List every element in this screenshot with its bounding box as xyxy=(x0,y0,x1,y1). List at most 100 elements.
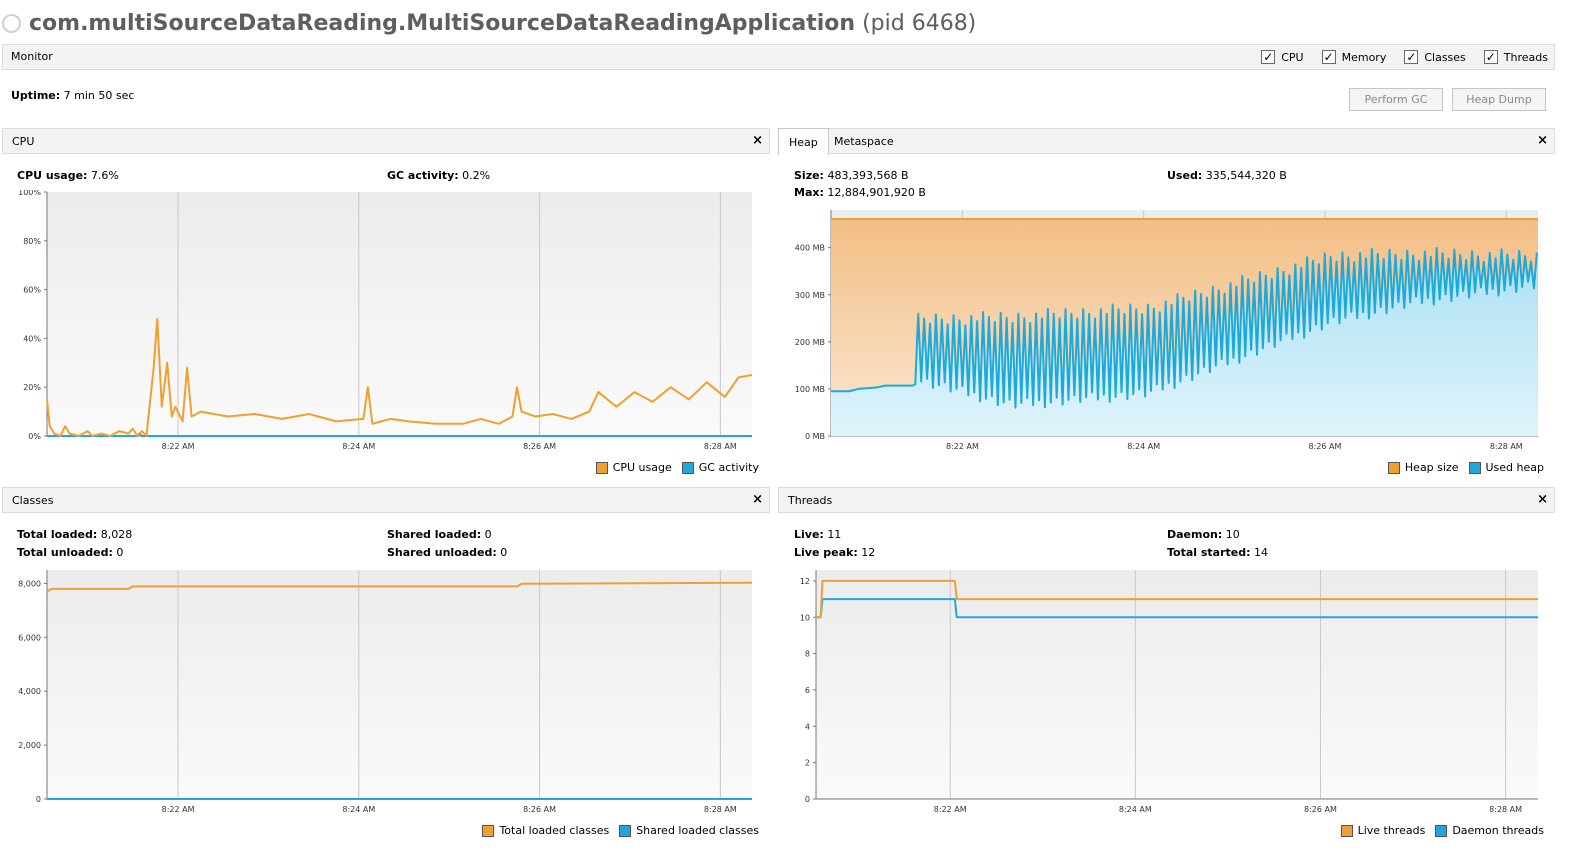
uptime-value: 7 min 50 sec xyxy=(63,89,135,102)
memory-panel-header: × xyxy=(778,128,1555,154)
classes-close-icon[interactable]: × xyxy=(752,492,763,507)
threads-chart: 8:22 AM 8:24 AM 8:26 AM 8:28 AM 0 2 4 6 8 10 12 xyxy=(800,570,1538,814)
toggle-cpu[interactable]: ✓ CPU xyxy=(1261,50,1304,64)
x-tick-label: 8:24 AM xyxy=(1127,442,1160,451)
legend-swatch xyxy=(681,461,694,474)
legend-swatch xyxy=(1340,824,1353,837)
uptime: Uptime: 7 min 50 sec xyxy=(11,89,134,102)
y-tick-label: 0 xyxy=(36,795,41,804)
x-tick-label: 8:28 AM xyxy=(704,805,737,814)
y-tick-label: 6,000 xyxy=(18,633,41,642)
tab-metaspace[interactable]: Metaspace xyxy=(834,134,894,148)
cpu-legend: CPU usage GC activity xyxy=(586,461,759,474)
toggle-threads[interactable]: ✓ Threads xyxy=(1483,50,1548,64)
cpu-chart: 8:22 AM 8:24 AM 8:26 AM 8:28 AM 0% 20% 40% 60% 8… xyxy=(18,190,753,451)
y-tick-label: 400 MB xyxy=(795,244,825,253)
total-loaded-stat: Total loaded: 8,028 xyxy=(17,528,133,541)
legend-swatch xyxy=(482,824,495,837)
classes-chart: 8:22 AM 8:24 AM 8:26 AM 8:28 AM 0 2,000 4,000 6… xyxy=(18,570,753,814)
memory-close-icon[interactable]: × xyxy=(1537,133,1548,148)
x-tick-label: 8:22 AM xyxy=(162,805,195,814)
x-tick-label: 8:26 AM xyxy=(523,442,556,451)
process-name: com.multiSourceDataReading.MultiSourceDa… xyxy=(29,10,856,36)
legend-live-threads: Live threads xyxy=(1340,824,1425,837)
toggle-threads-label: Threads xyxy=(1503,50,1548,64)
toggle-memory[interactable]: ✓ Memory xyxy=(1321,50,1387,64)
tab-heap[interactable]: Heap xyxy=(778,128,829,155)
total-unloaded-stat: Total unloaded: 0 xyxy=(17,546,124,559)
legend-swatch xyxy=(595,461,608,474)
checkbox-threads[interactable]: ✓ xyxy=(1483,50,1498,64)
legend-total-loaded: Total loaded classes xyxy=(482,824,609,837)
legend-swatch xyxy=(1387,461,1400,474)
total-started-stat: Total started: 14 xyxy=(1167,546,1269,559)
classes-panel: Classes × Total loaded: 8,028 Total unlo… xyxy=(2,487,770,847)
checkbox-classes[interactable]: ✓ xyxy=(1404,50,1419,64)
title-bar: com.multiSourceDataReading.MultiSourceDa… xyxy=(0,8,976,38)
y-tick-label: 40% xyxy=(23,334,41,343)
y-tick-label: 20% xyxy=(23,383,41,392)
threads-close-icon[interactable]: × xyxy=(1537,492,1548,507)
y-tick-label: 12 xyxy=(800,577,810,586)
x-tick-label: 8:24 AM xyxy=(342,442,375,451)
series-line-total-loaded-classes xyxy=(46,581,753,593)
y-tick-label: 8 xyxy=(805,650,810,659)
toggle-cpu-label: CPU xyxy=(1281,50,1304,64)
live-peak-stat: Live peak: 12 xyxy=(794,546,876,559)
heap-legend: Heap size Used heap xyxy=(1378,461,1544,474)
used-heap-line xyxy=(831,246,1538,409)
heap-used-stat: Used: 335,544,320 B xyxy=(1167,169,1287,182)
x-tick-label: 8:26 AM xyxy=(1309,442,1342,451)
legend-daemon-threads: Daemon threads xyxy=(1435,824,1544,837)
y-tick-label: 2 xyxy=(805,759,810,768)
x-tick-label: 8:22 AM xyxy=(946,442,979,451)
monitor-label: Monitor xyxy=(11,50,53,63)
y-tick-label: 0% xyxy=(28,432,41,441)
classes-panel-title: Classes xyxy=(12,494,54,507)
shared-loaded-stat: Shared loaded: 0 xyxy=(387,528,492,541)
daemon-threads-stat: Daemon: 10 xyxy=(1167,528,1240,541)
process-status-icon xyxy=(2,13,21,33)
toggle-classes-label: Classes xyxy=(1424,50,1466,64)
x-tick-label: 8:28 AM xyxy=(704,442,737,451)
shared-unloaded-stat: Shared unloaded: 0 xyxy=(387,546,508,559)
perform-gc-button[interactable]: Perform GC xyxy=(1349,88,1443,111)
monitor-toggles: ✓ CPU ✓ Memory ✓ Classes ✓ Threads xyxy=(1243,50,1548,64)
memory-panel: × Heap Metaspace Size: 483,393,568 B Max… xyxy=(778,128,1555,483)
x-tick-label: 8:26 AM xyxy=(523,805,556,814)
threads-panel: Threads × Live: 11 Live peak: 12 Daemon:… xyxy=(778,487,1555,847)
threads-legend: Live threads Daemon threads xyxy=(1331,824,1544,837)
legend-heap-size: Heap size xyxy=(1387,461,1459,474)
cpu-panel: CPU × CPU usage: 7.6% GC activity: 0.2% xyxy=(2,128,770,483)
threads-panel-header: Threads × xyxy=(778,487,1555,513)
cpu-panel-header: CPU × xyxy=(2,128,770,154)
x-tick-label: 8:26 AM xyxy=(1304,805,1337,814)
toggle-classes[interactable]: ✓ Classes xyxy=(1404,50,1466,64)
plot-background xyxy=(47,192,752,436)
process-pid: (pid 6468) xyxy=(862,10,977,36)
y-tick-label: 60% xyxy=(23,286,41,295)
plot-background xyxy=(816,570,1538,799)
threads-panel-title: Threads xyxy=(788,494,833,507)
heap-dump-button[interactable]: Heap Dump xyxy=(1452,88,1546,111)
legend-used-heap: Used heap xyxy=(1468,461,1544,474)
y-tick-label: 4,000 xyxy=(18,687,41,696)
checkbox-memory[interactable]: ✓ xyxy=(1321,50,1336,64)
toggle-memory-label: Memory xyxy=(1341,50,1387,64)
cpu-panel-title: CPU xyxy=(12,135,35,148)
y-tick-label: 100% xyxy=(18,190,41,197)
y-tick-label: 0 xyxy=(805,795,810,804)
cpu-usage-stat: CPU usage: 7.6% xyxy=(17,169,119,182)
cpu-close-icon[interactable]: × xyxy=(752,133,763,148)
y-tick-label: 80% xyxy=(23,237,41,246)
legend-gc-activity: GC activity xyxy=(681,461,759,474)
classes-legend: Total loaded classes Shared loaded class… xyxy=(472,824,759,837)
heap-max-stat: Max: 12,884,901,920 B xyxy=(794,186,926,199)
heap-size-stat: Size: 483,393,568 B xyxy=(794,169,909,182)
plot-background xyxy=(47,570,752,799)
y-tick-label: 200 MB xyxy=(795,338,825,347)
legend-swatch xyxy=(1435,824,1448,837)
legend-cpu-usage: CPU usage xyxy=(595,461,672,474)
y-tick-label: 300 MB xyxy=(795,291,825,300)
checkbox-cpu[interactable]: ✓ xyxy=(1261,50,1276,64)
